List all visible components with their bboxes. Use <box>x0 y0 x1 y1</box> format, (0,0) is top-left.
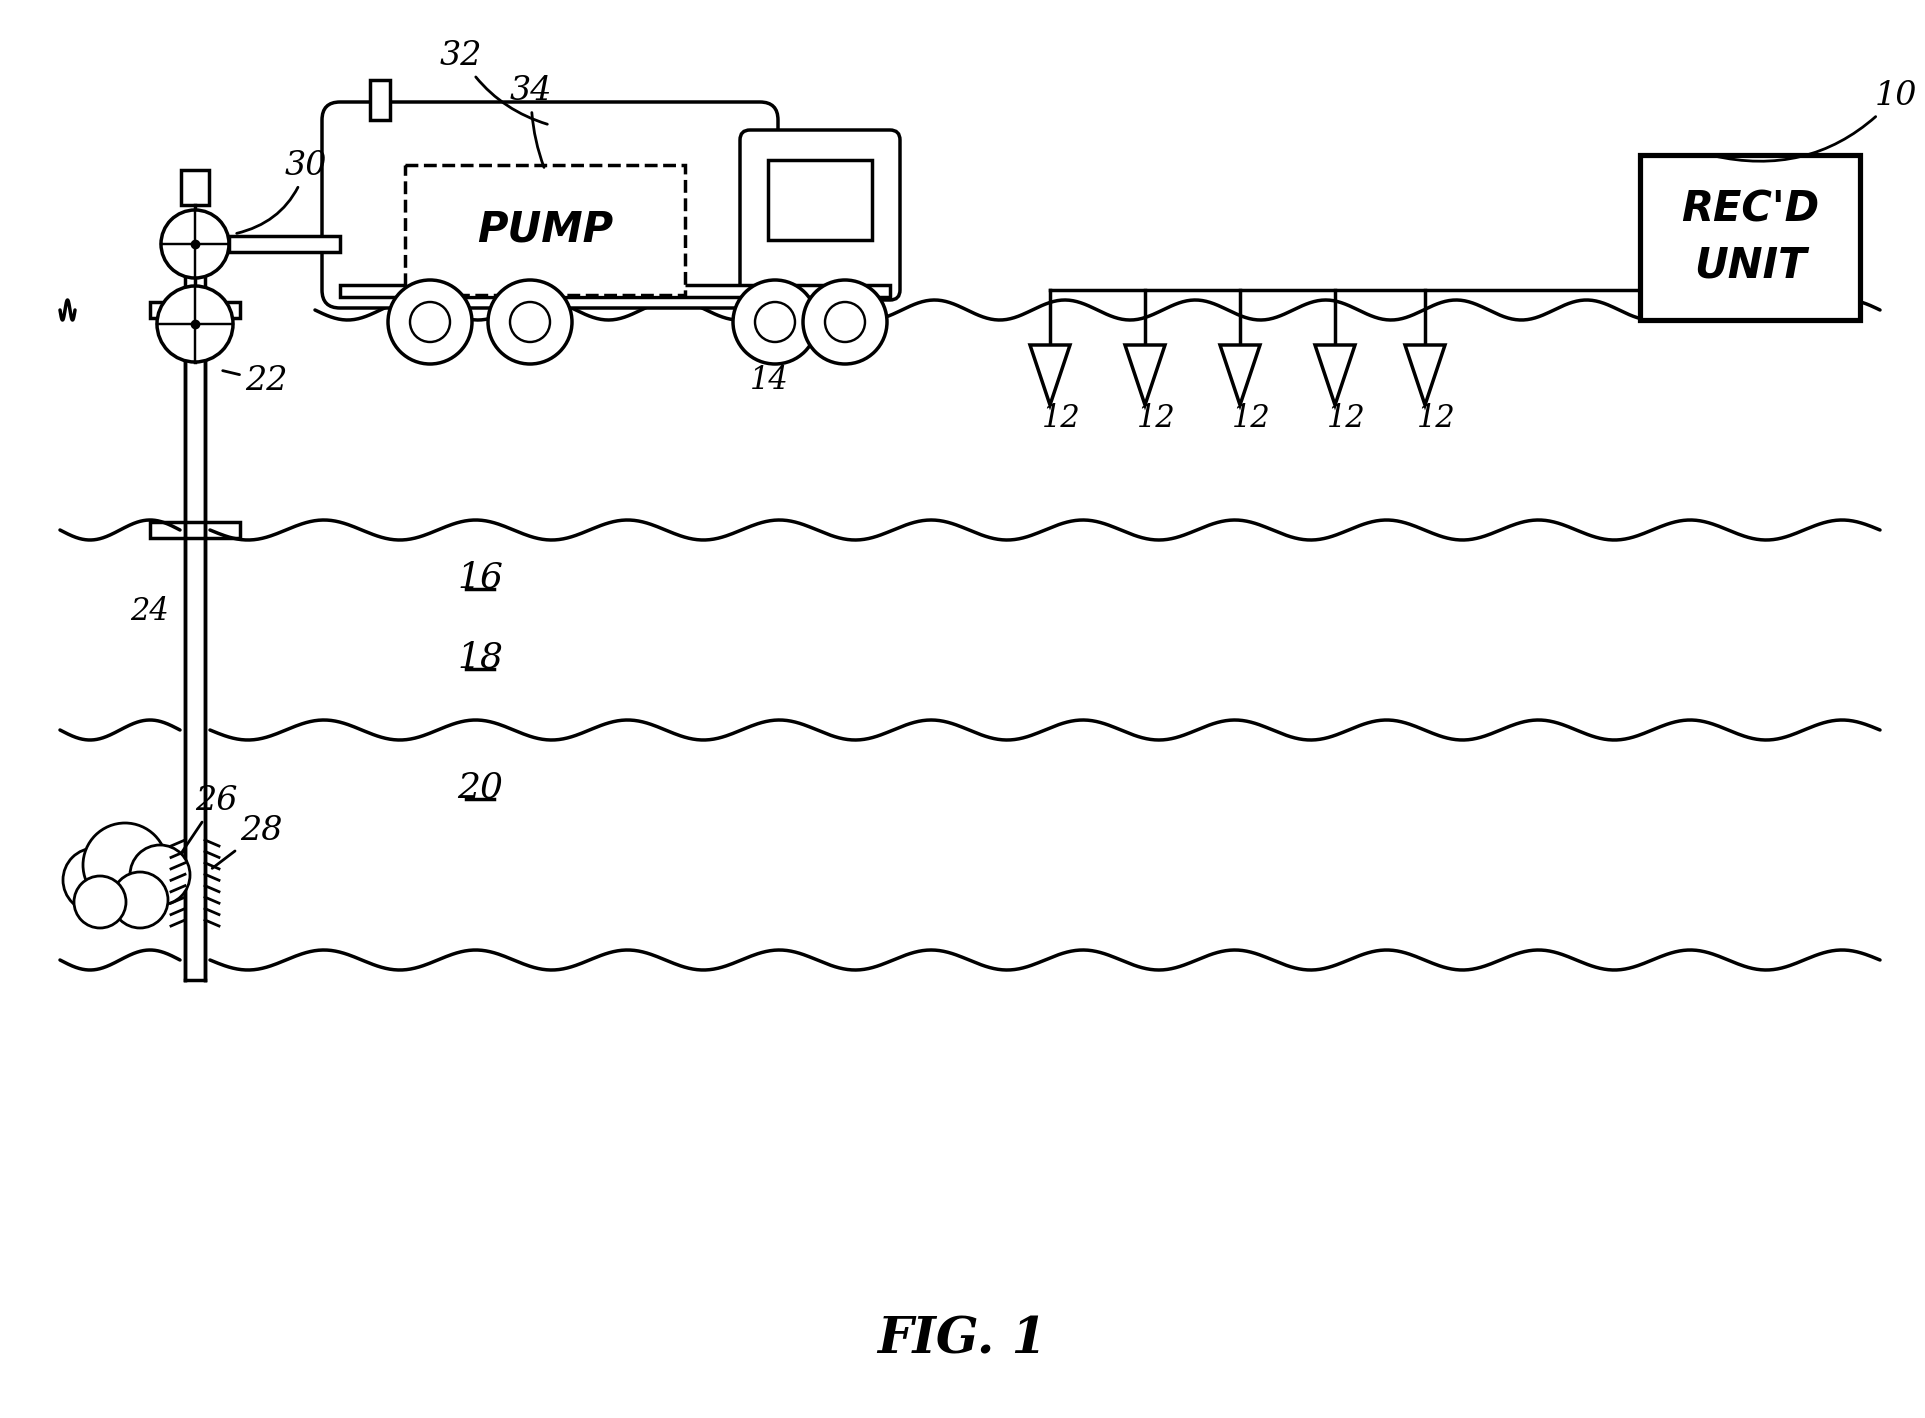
Polygon shape <box>1030 345 1070 406</box>
Circle shape <box>131 845 191 905</box>
FancyBboxPatch shape <box>739 130 901 301</box>
Bar <box>1640 155 1860 320</box>
Text: 24: 24 <box>131 596 169 627</box>
Text: 28: 28 <box>212 815 283 868</box>
Circle shape <box>158 286 233 362</box>
Circle shape <box>755 302 795 342</box>
Circle shape <box>410 302 450 342</box>
Text: 16: 16 <box>456 560 502 594</box>
Text: UNIT: UNIT <box>1694 244 1806 286</box>
Bar <box>341 285 889 296</box>
Text: 26: 26 <box>181 786 237 852</box>
Polygon shape <box>1315 345 1355 406</box>
Text: 32: 32 <box>441 40 547 125</box>
Text: PUMP: PUMP <box>477 208 612 251</box>
Circle shape <box>733 279 816 364</box>
Circle shape <box>162 210 229 278</box>
Text: 12: 12 <box>1326 403 1365 434</box>
Circle shape <box>389 279 472 364</box>
Text: 18: 18 <box>456 640 502 674</box>
Bar <box>751 150 760 291</box>
Bar <box>404 164 685 295</box>
Text: 14: 14 <box>751 364 789 396</box>
Bar <box>181 170 210 206</box>
Circle shape <box>83 822 167 908</box>
Bar <box>150 522 241 537</box>
Circle shape <box>826 302 864 342</box>
Text: 12: 12 <box>1138 403 1176 434</box>
Circle shape <box>73 876 125 927</box>
Text: 30: 30 <box>237 150 327 234</box>
Text: 12: 12 <box>1232 403 1270 434</box>
Text: 10: 10 <box>1713 79 1917 162</box>
Bar <box>150 302 241 318</box>
Polygon shape <box>1124 345 1165 406</box>
Circle shape <box>489 279 572 364</box>
Circle shape <box>64 848 127 912</box>
FancyBboxPatch shape <box>321 102 778 308</box>
Text: REC'D: REC'D <box>1681 189 1819 231</box>
Text: FIG. 1: FIG. 1 <box>878 1316 1047 1364</box>
Polygon shape <box>1220 345 1261 406</box>
Text: 34: 34 <box>510 75 552 167</box>
Bar <box>229 235 341 252</box>
Text: 22: 22 <box>223 364 287 397</box>
Polygon shape <box>1405 345 1446 406</box>
Bar <box>768 160 872 240</box>
Circle shape <box>112 872 167 927</box>
Bar <box>370 79 391 121</box>
Circle shape <box>803 279 887 364</box>
Circle shape <box>510 302 551 342</box>
Text: 12: 12 <box>1417 403 1455 434</box>
Text: 20: 20 <box>456 770 502 804</box>
Text: 12: 12 <box>1041 403 1080 434</box>
